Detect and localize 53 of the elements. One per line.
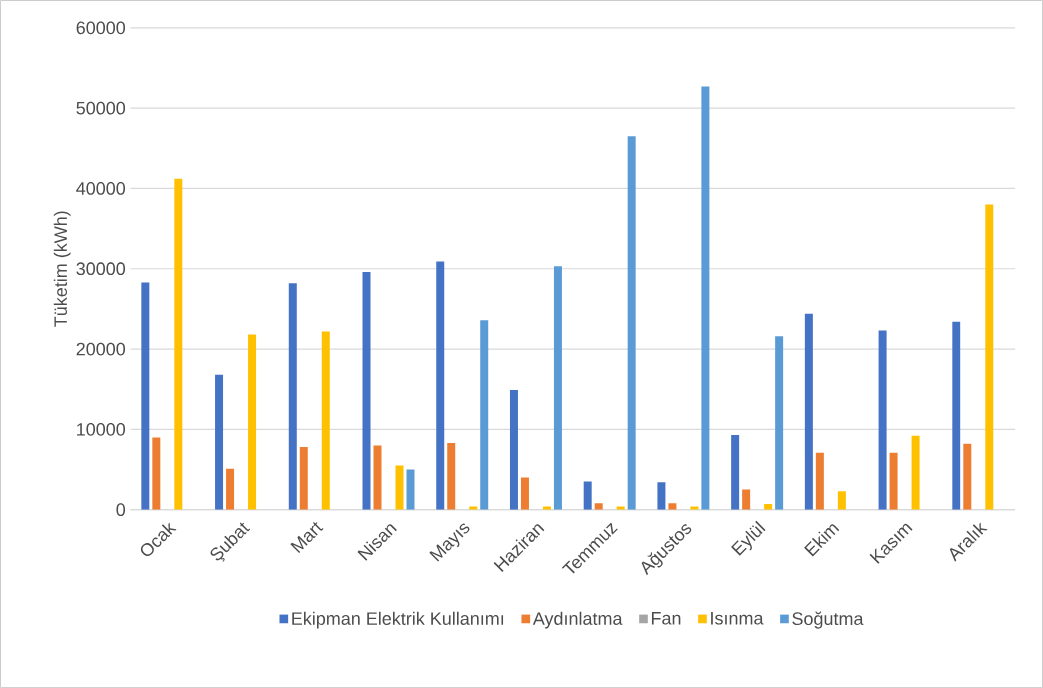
bar: [321, 331, 330, 510]
bar: [701, 86, 710, 510]
bar: [985, 204, 994, 510]
bar: [911, 435, 920, 510]
bar: [141, 282, 150, 510]
bar: [288, 283, 297, 510]
y-tick-label: 20000: [76, 342, 126, 356]
bar: [509, 389, 518, 510]
bar: [480, 320, 489, 510]
bar: [226, 468, 235, 510]
y-tick-label: 30000: [76, 262, 126, 276]
bar: [299, 446, 308, 510]
bar: [520, 477, 529, 510]
bar: [406, 469, 415, 510]
bar: [583, 481, 592, 510]
bar: [889, 452, 898, 510]
legend-label: Ekipman Elektrik Kullanımı: [292, 611, 504, 629]
y-tick-label: 40000: [76, 182, 126, 195]
bar: [469, 506, 478, 510]
y-axis-title: Tüketim (kWh): [53, 211, 71, 327]
legend-label: Fan: [651, 612, 681, 625]
bar: [174, 178, 183, 510]
bar: [215, 374, 224, 510]
bar: [373, 445, 382, 510]
legend-label: Isınma: [711, 612, 764, 625]
bar: [616, 506, 625, 510]
bar: [952, 321, 961, 510]
y-tick-label: 0: [116, 503, 126, 516]
bar: [690, 506, 699, 510]
bar: [594, 503, 603, 510]
bar: [542, 506, 551, 510]
bar: [668, 503, 677, 510]
legend-label: Soğutma: [792, 611, 864, 629]
y-tick-label: 10000: [77, 422, 126, 436]
bar: [878, 330, 887, 510]
bar: [436, 261, 445, 510]
bar: [152, 437, 161, 510]
bar: [804, 313, 813, 510]
bar: [362, 271, 371, 510]
bar: [815, 452, 824, 510]
y-tick-label: 50000: [76, 101, 126, 115]
bar: [963, 443, 972, 510]
legend-label: Aydınlatma: [532, 611, 623, 629]
bar: [742, 489, 751, 510]
bar: [447, 442, 456, 510]
bar: [837, 491, 846, 510]
bar: [731, 434, 740, 510]
y-tick-label: 60000: [76, 21, 126, 35]
bar: [775, 336, 784, 510]
bar: [657, 482, 666, 510]
bar: [553, 266, 562, 510]
bar: [627, 136, 636, 510]
bar: [248, 334, 257, 510]
